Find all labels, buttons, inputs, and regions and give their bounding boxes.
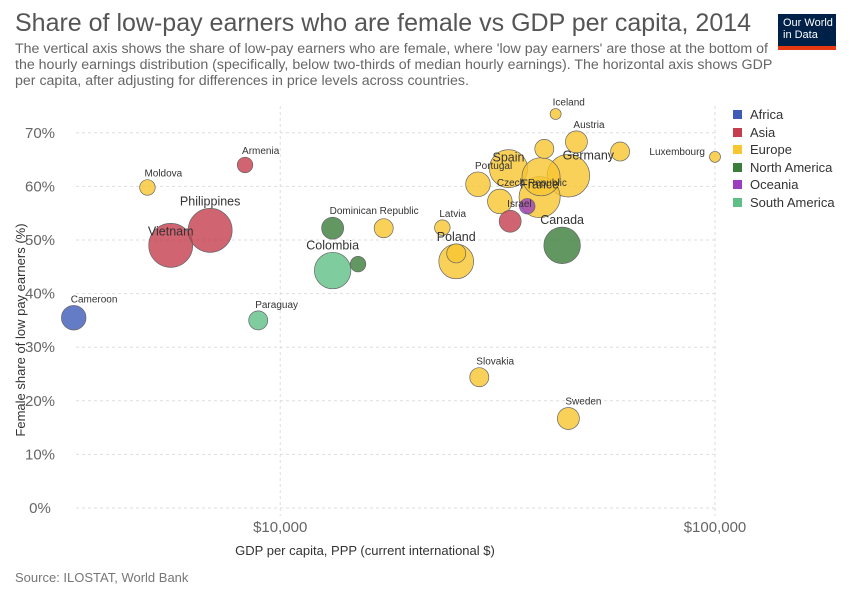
axes: 0% 10% 20% 30% 40% 50% 60% 70% $10,000 $100,000 GD… bbox=[13, 125, 746, 558]
point-label: Israel bbox=[507, 199, 531, 210]
legend-item[interactable]: North America bbox=[733, 159, 835, 177]
x-axis-label: GDP per capita, PPP (current internation… bbox=[235, 543, 495, 558]
logo-line-2: in Data bbox=[783, 29, 818, 41]
data-point bbox=[139, 179, 156, 196]
legend-label: Oceania bbox=[750, 177, 799, 193]
data-point bbox=[314, 251, 352, 290]
logo-line-1: Our World bbox=[783, 17, 833, 29]
data-point bbox=[565, 130, 588, 154]
legend-label: North America bbox=[750, 159, 833, 175]
legend-swatch bbox=[733, 145, 742, 155]
legend-swatch bbox=[733, 110, 742, 120]
legend-item[interactable]: Oceania bbox=[733, 176, 835, 194]
legend-swatch bbox=[733, 162, 742, 172]
y-axis-label: Female share of low pay earners (%) bbox=[13, 223, 28, 436]
chart-title: Share of low-pay earners who are female … bbox=[15, 9, 752, 37]
x-tick-label: $10,000 bbox=[253, 519, 307, 536]
data-point bbox=[709, 151, 721, 163]
data-point bbox=[498, 209, 522, 233]
data-point bbox=[487, 188, 513, 215]
data-point bbox=[321, 216, 344, 240]
chart-subtitle: The vertical axis shows the share of low… bbox=[15, 41, 773, 89]
y-tick-label: 30% bbox=[25, 339, 55, 356]
legend-label: Europe bbox=[750, 142, 792, 158]
legend-swatch bbox=[733, 180, 742, 190]
legend-item[interactable]: Europe bbox=[733, 141, 835, 159]
point-label: Austria bbox=[573, 120, 605, 131]
data-point bbox=[434, 219, 451, 236]
data-point bbox=[549, 108, 562, 120]
data-point bbox=[469, 367, 490, 388]
point-label: Dominican Republic bbox=[330, 206, 419, 217]
point-label: Germany bbox=[563, 149, 615, 163]
point-labels: Cameroon Moldova Armenia Vietnam Philippines… bbox=[71, 98, 705, 408]
point-label: Armenia bbox=[242, 146, 280, 157]
point-label: Canada bbox=[540, 213, 584, 227]
data-points bbox=[61, 108, 721, 430]
grid bbox=[76, 106, 716, 516]
y-tick-label: 20% bbox=[25, 393, 55, 410]
data-point bbox=[557, 407, 580, 430]
legend-label: South America bbox=[750, 194, 835, 210]
point-label: Czech Republic bbox=[497, 178, 567, 189]
point-label: France bbox=[520, 178, 559, 192]
data-point bbox=[610, 141, 630, 162]
data-point bbox=[534, 139, 555, 159]
point-label: Vietnam bbox=[148, 224, 194, 238]
data-point bbox=[373, 218, 394, 239]
data-point bbox=[236, 156, 254, 174]
legend: Africa Asia Europe North America Oceania Sout… bbox=[733, 106, 835, 211]
data-point bbox=[543, 226, 581, 264]
point-label: Luxembourg bbox=[649, 147, 705, 158]
y-tick-label: 40% bbox=[25, 286, 55, 303]
y-tick-label: 60% bbox=[25, 178, 55, 195]
point-label: Spain bbox=[493, 151, 525, 165]
data-point bbox=[519, 198, 536, 215]
data-point bbox=[465, 171, 491, 197]
x-tick-label: $100,000 bbox=[684, 519, 747, 536]
point-label: Portugal bbox=[475, 161, 512, 172]
legend-swatch bbox=[733, 127, 742, 137]
point-label: Moldova bbox=[144, 169, 182, 180]
data-point bbox=[187, 208, 233, 253]
logo-accent-bar bbox=[778, 46, 836, 50]
legend-label: Asia bbox=[750, 124, 776, 140]
point-label: Poland bbox=[437, 230, 476, 244]
point-label: Colombia bbox=[306, 238, 359, 252]
legend-item[interactable]: Asia bbox=[733, 124, 835, 142]
legend-item[interactable]: South America bbox=[733, 194, 835, 212]
y-tick-label: 50% bbox=[25, 232, 55, 249]
legend-label: Africa bbox=[750, 107, 784, 123]
point-label: Philippines bbox=[180, 194, 240, 208]
point-label: Latvia bbox=[439, 209, 466, 220]
y-tick-label: 10% bbox=[25, 446, 55, 463]
point-label: Slovakia bbox=[476, 357, 514, 368]
owid-logo[interactable]: Our World in Data bbox=[778, 14, 836, 50]
source-note: Source: ILOSTAT, World Bank bbox=[15, 570, 189, 585]
point-label: Sweden bbox=[565, 396, 601, 407]
point-label: Paraguay bbox=[255, 300, 298, 311]
point-label: Iceland bbox=[553, 98, 585, 109]
data-point bbox=[349, 255, 367, 273]
data-point bbox=[148, 223, 194, 268]
y-tick-label: 0% bbox=[29, 500, 51, 517]
data-point bbox=[248, 310, 269, 331]
data-point bbox=[446, 243, 467, 264]
legend-item[interactable]: Africa bbox=[733, 106, 835, 124]
data-point bbox=[61, 305, 87, 331]
y-tick-label: 70% bbox=[25, 125, 55, 142]
point-label: Cameroon bbox=[71, 294, 118, 305]
legend-swatch bbox=[733, 197, 742, 207]
